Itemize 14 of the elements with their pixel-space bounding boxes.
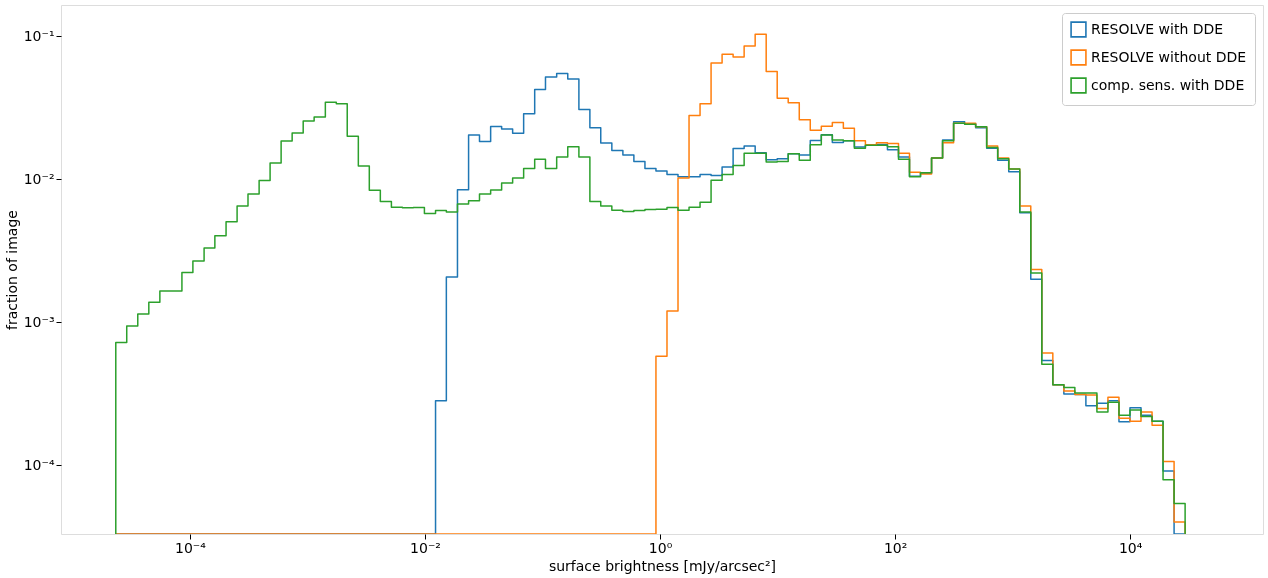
x-tick-label: 10⁴	[1118, 539, 1143, 556]
legend-label: RESOLVE with DDE	[1091, 20, 1224, 37]
legend-label: comp. sens. with DDE	[1091, 76, 1245, 93]
y-tick-label: 10⁻⁴	[23, 456, 55, 473]
legend-label: RESOLVE without DDE	[1091, 48, 1247, 65]
y-tick-label: 10⁻²	[23, 170, 55, 187]
y-axis-title: fraction of image	[3, 210, 20, 330]
x-tick-label: 10⁻⁴	[175, 539, 207, 556]
x-axis-title: surface brightness [mJy/arcsec²]	[548, 557, 777, 574]
y-tick-label: 10⁻³	[23, 313, 55, 330]
y-tick-label: 10⁻¹	[23, 27, 55, 44]
x-tick-label: 10⁻²	[410, 539, 441, 556]
x-tick-label: 10⁰	[648, 539, 673, 556]
x-tick-label: 10²	[883, 539, 908, 556]
